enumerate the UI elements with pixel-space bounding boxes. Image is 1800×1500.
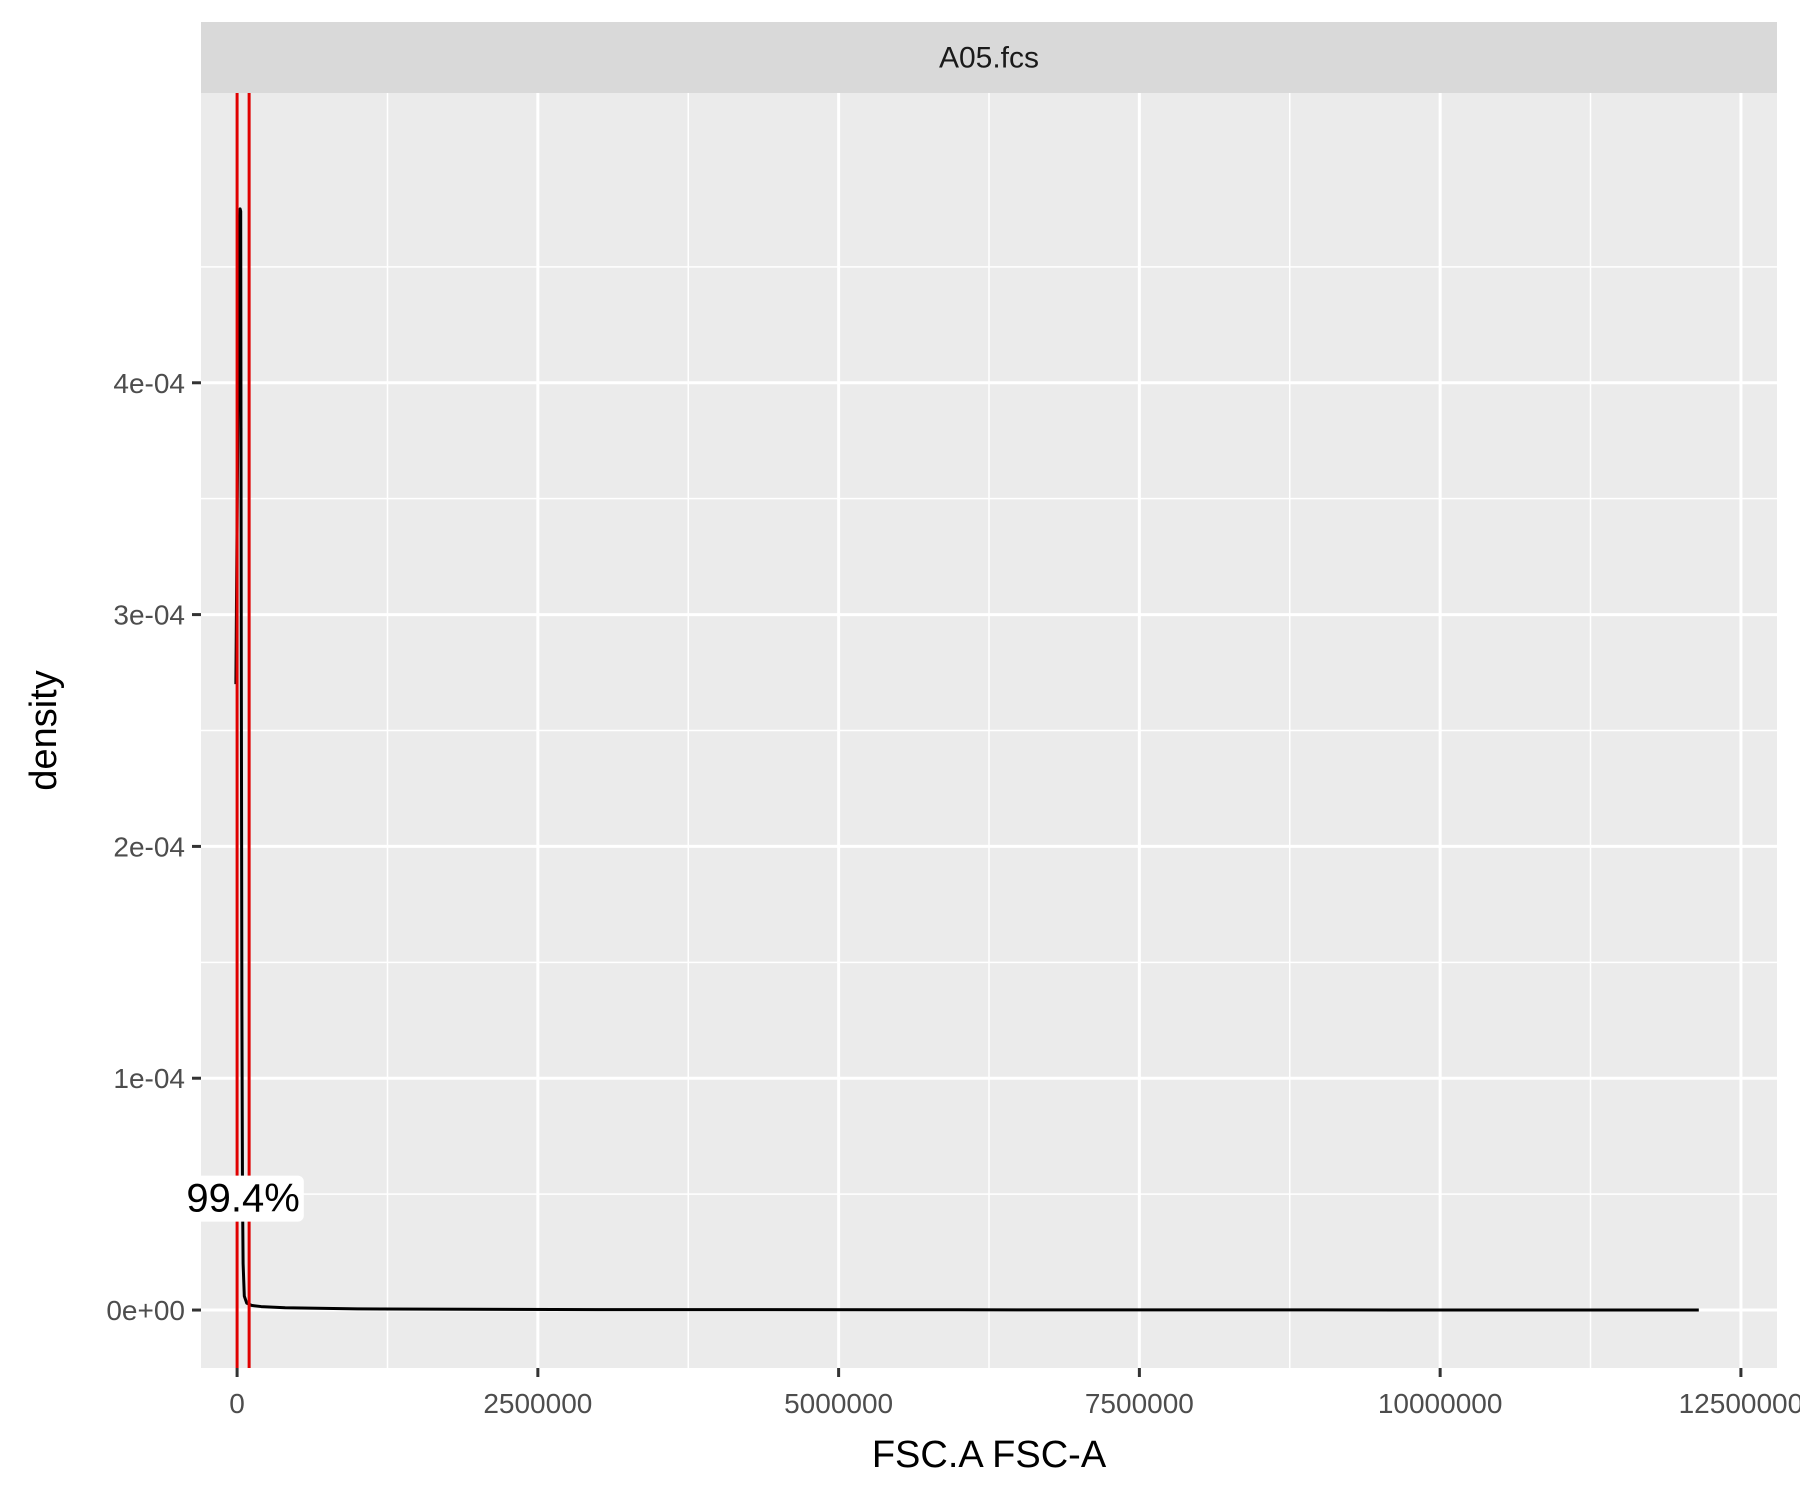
y-tick-label: 2e-04 <box>113 831 185 862</box>
x-tick-label: 2500000 <box>483 1388 592 1419</box>
y-tick-label: 1e-04 <box>113 1063 185 1094</box>
gate-layer <box>235 93 251 1368</box>
minor-gridlines <box>201 93 1777 1368</box>
gate-percent-label: 99.4% <box>186 1177 299 1221</box>
x-tick-label: 12500000 <box>1679 1388 1800 1419</box>
x-tick-label: 10000000 <box>1378 1388 1503 1419</box>
density-curve <box>234 207 1699 1312</box>
series-layer <box>234 207 1699 1312</box>
y-axis-title: density <box>23 670 65 790</box>
y-axis: 0e+00 1e-04 2e-04 3e-04 4e-04 <box>106 368 201 1326</box>
facet-strip-label: A05.fcs <box>939 42 1039 75</box>
x-axis-title: FSC.A FSC-A <box>872 1434 1107 1476</box>
x-axis: 0 2500000 5000000 7500000 10000000 12500000 <box>229 1368 1800 1419</box>
y-tick-label: 3e-04 <box>113 600 185 631</box>
gate-percent-label-background <box>182 1175 304 1222</box>
x-tick-label: 5000000 <box>784 1388 893 1419</box>
y-tick-label: 0e+00 <box>106 1295 185 1326</box>
y-tick-label: 4e-04 <box>113 368 185 399</box>
annotation-layer: 99.4% <box>182 1175 304 1222</box>
major-gridlines <box>201 93 1777 1368</box>
facet-strip <box>201 22 1777 93</box>
x-tick-label: 0 <box>229 1388 245 1419</box>
x-tick-label: 7500000 <box>1085 1388 1194 1419</box>
